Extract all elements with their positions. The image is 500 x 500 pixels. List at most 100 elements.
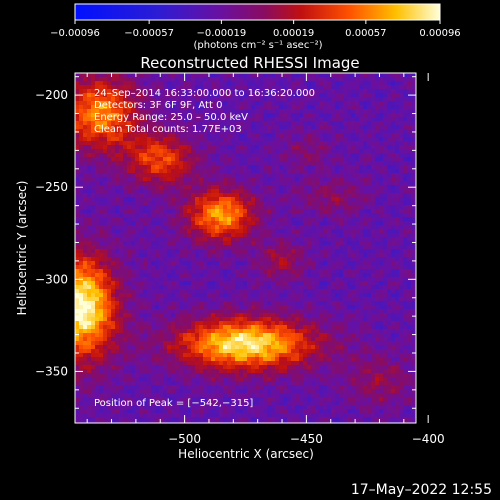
heatmap-cell bbox=[95, 177, 99, 181]
heatmap-cell bbox=[263, 109, 267, 113]
heatmap-cell bbox=[211, 189, 215, 193]
heatmap-cell bbox=[163, 105, 167, 109]
heatmap-cell bbox=[91, 189, 95, 193]
heatmap-cell bbox=[359, 205, 363, 209]
heatmap-cell bbox=[263, 197, 267, 201]
heatmap-cell bbox=[183, 121, 187, 125]
heatmap-cell bbox=[263, 273, 267, 277]
heatmap-cell bbox=[291, 169, 295, 173]
heatmap-cell bbox=[407, 129, 411, 133]
heatmap-cell bbox=[227, 225, 231, 229]
heatmap-cell bbox=[319, 241, 323, 245]
heatmap-cell bbox=[111, 177, 115, 181]
heatmap-cell bbox=[307, 129, 311, 133]
heatmap-cell bbox=[255, 293, 259, 297]
heatmap-cell bbox=[83, 165, 87, 169]
heatmap-cell bbox=[103, 213, 107, 217]
heatmap-cell bbox=[327, 93, 331, 97]
heatmap-cell bbox=[387, 125, 391, 129]
heatmap-cell bbox=[255, 181, 259, 185]
heatmap-cell bbox=[311, 93, 315, 97]
heatmap-cell bbox=[239, 205, 243, 209]
heatmap-cell bbox=[91, 97, 95, 101]
heatmap-cell bbox=[347, 261, 351, 265]
colorbar-ticks: −0.00096 −0.00057 −0.00019 0.00019 0.00057 0.… bbox=[50, 20, 461, 39]
heatmap-cell bbox=[391, 261, 395, 265]
heatmap-cell bbox=[411, 221, 415, 225]
heatmap-cell bbox=[83, 181, 87, 185]
heatmap-cell bbox=[275, 265, 279, 269]
heatmap-cell bbox=[391, 273, 395, 277]
heatmap-cell bbox=[203, 277, 207, 281]
heatmap-cell bbox=[231, 221, 235, 225]
heatmap-cell bbox=[159, 137, 163, 141]
heatmap-cell bbox=[235, 197, 239, 201]
heatmap-cell bbox=[179, 169, 183, 173]
heatmap-cell bbox=[207, 133, 211, 137]
heatmap-cell bbox=[395, 241, 399, 245]
heatmap-cell bbox=[407, 149, 411, 153]
heatmap-cell bbox=[111, 233, 115, 237]
heatmap-cell bbox=[339, 269, 343, 273]
heatmap-cell bbox=[335, 205, 339, 209]
heatmap-cell bbox=[339, 257, 343, 261]
heatmap-cell bbox=[187, 177, 191, 181]
heatmap-cell bbox=[323, 233, 327, 237]
heatmap-cell bbox=[291, 273, 295, 277]
heatmap-cell bbox=[203, 153, 207, 157]
heatmap-cell bbox=[179, 261, 183, 265]
heatmap-cell bbox=[99, 129, 103, 133]
heatmap-cell bbox=[279, 205, 283, 209]
heatmap-cell bbox=[267, 213, 271, 217]
heatmap-cell bbox=[311, 265, 315, 269]
heatmap-cell bbox=[339, 97, 343, 101]
heatmap-cell bbox=[107, 165, 111, 169]
heatmap-cell bbox=[171, 221, 175, 225]
heatmap-cell bbox=[163, 213, 167, 217]
heatmap-cell bbox=[155, 193, 159, 197]
heatmap-cell bbox=[291, 181, 295, 185]
heatmap-cell bbox=[231, 185, 235, 189]
heatmap-cell bbox=[159, 145, 163, 149]
heatmap-cell bbox=[287, 133, 291, 137]
heatmap-cell bbox=[227, 229, 231, 233]
heatmap-cell bbox=[391, 221, 395, 225]
heatmap-cell bbox=[267, 137, 271, 141]
heatmap-cell bbox=[347, 81, 351, 85]
heatmap-cell bbox=[407, 161, 411, 165]
heatmap-cell bbox=[271, 225, 275, 229]
heatmap-cell bbox=[111, 257, 115, 261]
heatmap-cell bbox=[183, 109, 187, 113]
heatmap-cell bbox=[255, 213, 259, 217]
heatmap-cell bbox=[175, 245, 179, 249]
heatmap-cell bbox=[227, 109, 231, 113]
heatmap-cell bbox=[411, 233, 415, 237]
heatmap-cell bbox=[315, 237, 319, 241]
heatmap-cell bbox=[395, 233, 399, 237]
heatmap-cell bbox=[147, 285, 151, 289]
heatmap-cell bbox=[251, 301, 255, 305]
heatmap-cell bbox=[151, 161, 155, 165]
heatmap-cell bbox=[287, 129, 291, 133]
heatmap-cell bbox=[159, 141, 163, 145]
heatmap-cell bbox=[355, 125, 359, 129]
heatmap-cell bbox=[295, 117, 299, 121]
heatmap-cell bbox=[195, 129, 199, 133]
heatmap-cell bbox=[151, 181, 155, 185]
heatmap-cell bbox=[95, 237, 99, 241]
heatmap-cell bbox=[311, 297, 315, 301]
heatmap-cell bbox=[135, 185, 139, 189]
heatmap-cell bbox=[167, 161, 171, 165]
heatmap-cell bbox=[359, 245, 363, 249]
heatmap-cell bbox=[371, 269, 375, 273]
heatmap-cell bbox=[303, 265, 307, 269]
heatmap-cell bbox=[279, 265, 283, 269]
heatmap-cell bbox=[143, 253, 147, 257]
heatmap-cell bbox=[219, 73, 223, 77]
heatmap-cell bbox=[355, 245, 359, 249]
heatmap-cell bbox=[139, 165, 143, 169]
heatmap-cell bbox=[311, 285, 315, 289]
heatmap-cell bbox=[367, 81, 371, 85]
heatmap-cell bbox=[259, 113, 263, 117]
heatmap-cell bbox=[135, 173, 139, 177]
